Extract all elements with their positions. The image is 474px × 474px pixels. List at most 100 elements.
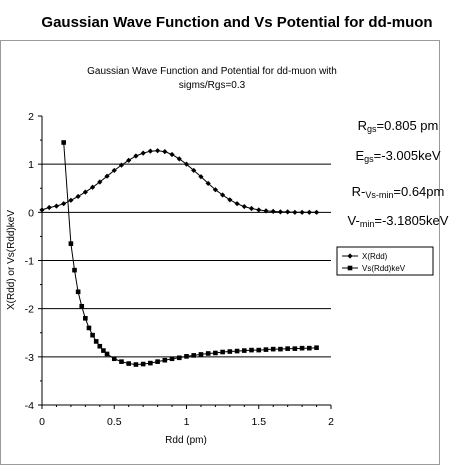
x-tick-label: 1.5 <box>251 416 266 428</box>
annotation-text: R-Vs-min=0.64pm <box>352 184 445 200</box>
x-tick-label: 0.5 <box>107 416 122 428</box>
data-point-square <box>72 267 77 273</box>
legend-marker-square <box>347 265 353 271</box>
data-point-square <box>299 345 305 351</box>
data-point-square <box>191 353 197 358</box>
annotation-subscript: gs <box>364 154 374 164</box>
data-point-square <box>83 316 88 321</box>
chart-title: Gaussian Wave Function and Potential for… <box>87 66 337 77</box>
data-point-square <box>162 357 168 363</box>
annotation-value: =0.805 pm <box>377 118 439 133</box>
annotation-subscript: Vs-min <box>365 190 393 200</box>
annotation-value: =-3.005keV <box>374 148 441 163</box>
data-point-diamond <box>220 192 226 198</box>
annotation-text: V-min=-3.1805keV <box>348 213 449 229</box>
data-point-diamond <box>118 162 125 168</box>
data-point-diamond <box>183 161 190 167</box>
data-point-diamond <box>241 203 247 210</box>
annotation-main: V- <box>348 213 360 228</box>
data-point-diamond <box>227 197 233 203</box>
data-point-diamond <box>111 167 117 174</box>
data-point-square <box>292 346 298 351</box>
data-point-square <box>104 351 110 357</box>
data-point-square <box>133 362 139 367</box>
annotation-main: R- <box>352 184 366 199</box>
x-tick-label: 1 <box>184 416 190 428</box>
data-point-diamond <box>306 209 312 215</box>
data-point-diamond <box>234 201 240 207</box>
data-point-square <box>119 359 124 364</box>
data-point-diamond <box>126 157 132 163</box>
data-point-diamond <box>97 179 103 185</box>
data-point-square <box>126 361 131 366</box>
annotation-text: Rgs=0.805 pm <box>358 118 439 134</box>
data-point-square <box>307 345 312 351</box>
data-point-square <box>101 348 106 353</box>
data-point-diamond <box>169 151 175 158</box>
data-point-diamond <box>133 153 139 159</box>
data-point-diamond <box>39 207 45 213</box>
legend-marker-diamond <box>347 253 353 259</box>
data-point-square <box>169 356 175 362</box>
chart-frame <box>0 40 440 465</box>
legend-label: Vs(Rdd)keV <box>362 264 406 273</box>
data-point-square <box>220 349 225 355</box>
data-point-square <box>285 346 290 351</box>
data-point-diamond <box>61 201 67 207</box>
data-point-square <box>148 360 153 366</box>
annotation-value: =-3.1805keV <box>374 213 448 228</box>
x-axis-label: Rdd (pm) <box>165 435 207 446</box>
data-point-square <box>79 303 85 309</box>
data-point-diamond <box>68 197 74 203</box>
data-point-diamond <box>140 150 146 156</box>
annotation-main: E <box>355 148 364 163</box>
data-point-diamond <box>248 205 255 212</box>
data-point-diamond <box>313 209 320 215</box>
legend-label: X(Rdd) <box>362 252 388 261</box>
y-tick-label: 1 <box>28 159 34 171</box>
data-point-diamond <box>256 207 262 213</box>
data-point-diamond <box>89 184 96 190</box>
data-point-square <box>213 350 218 356</box>
annotation-text: Egs=-3.005keV <box>355 148 440 164</box>
y-tick-label: 2 <box>28 111 34 123</box>
data-point-square <box>227 349 233 354</box>
data-point-square <box>176 355 182 361</box>
data-point-square <box>90 332 95 338</box>
chart-subtitle: sigms/Rgs=0.3 <box>179 80 246 91</box>
data-point-square <box>111 356 117 362</box>
data-point-square <box>155 359 160 364</box>
data-point-square <box>61 140 66 145</box>
data-point-diamond <box>104 173 110 179</box>
page-title: Gaussian Wave Function and Vs Potential … <box>41 14 433 31</box>
data-point-square <box>205 351 211 356</box>
data-point-square <box>256 347 262 353</box>
data-point-square <box>93 339 99 344</box>
y-tick-label: -4 <box>25 400 34 412</box>
annotation-value: =0.64pm <box>393 184 444 199</box>
data-point-diamond <box>75 193 81 200</box>
data-point-diamond <box>205 180 211 187</box>
data-point-diamond <box>82 189 88 195</box>
series-line-2 <box>63 142 317 366</box>
data-point-diamond <box>270 208 276 214</box>
data-point-diamond <box>198 174 204 180</box>
annotation-subscript: gs <box>367 124 377 134</box>
data-point-square <box>140 361 146 367</box>
data-point-square <box>234 348 240 354</box>
annotation-subscript: min <box>360 219 375 229</box>
data-point-square <box>249 347 254 353</box>
data-point-square <box>68 241 74 246</box>
data-point-square <box>184 354 189 359</box>
annotation-main: R <box>358 118 367 133</box>
data-point-square <box>86 325 92 331</box>
data-point-square <box>198 352 204 357</box>
data-point-diamond <box>212 187 218 193</box>
data-point-diamond <box>162 149 168 155</box>
data-point-diamond <box>263 208 269 214</box>
y-tick-label: -2 <box>25 304 34 316</box>
data-point-square <box>75 289 81 295</box>
data-point-square <box>278 346 283 352</box>
data-point-diamond <box>46 204 52 211</box>
